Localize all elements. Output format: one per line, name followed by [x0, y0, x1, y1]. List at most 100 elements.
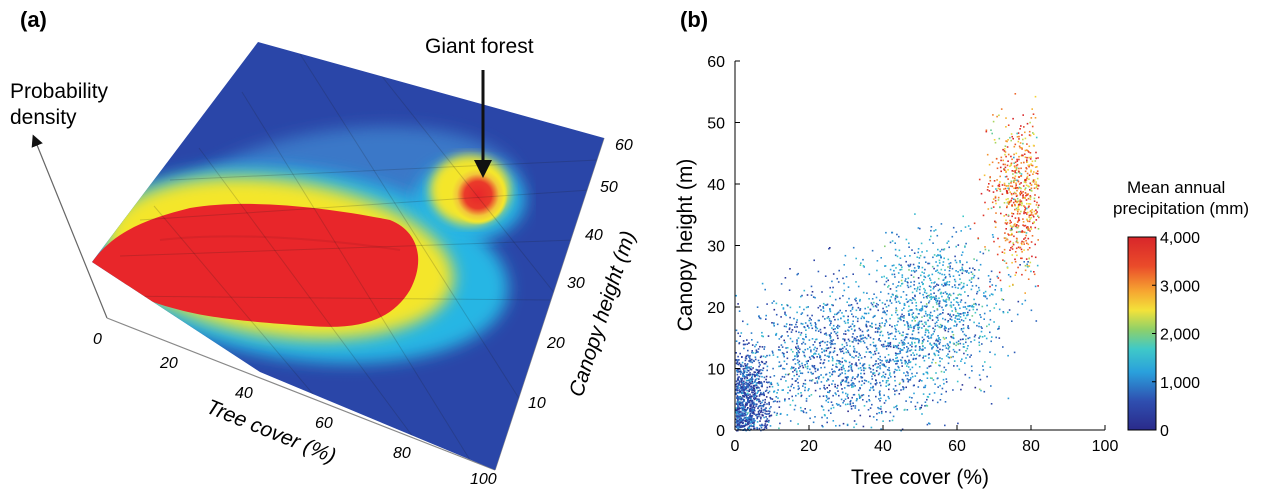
- scatter-point: [753, 421, 755, 423]
- scatter-point: [748, 418, 751, 420]
- scatter-point: [917, 227, 920, 229]
- scatter-point: [1006, 221, 1009, 224]
- scatter-point: [762, 405, 765, 408]
- scatter-point: [957, 340, 960, 342]
- scatter-point: [737, 403, 739, 406]
- scatter-point: [757, 386, 759, 388]
- scatter-point: [827, 316, 830, 318]
- scatter-point: [765, 425, 767, 427]
- scatter-point: [759, 364, 761, 366]
- scatter-point: [1010, 139, 1012, 142]
- scatter-point: [915, 301, 917, 304]
- scatter-point: [862, 399, 864, 401]
- scatter-point: [880, 257, 882, 259]
- scatter-point: [1014, 274, 1017, 276]
- scatter-point: [947, 320, 950, 322]
- scatter-point: [1032, 179, 1035, 181]
- scatter-point: [736, 411, 739, 414]
- scatter-point: [819, 362, 822, 364]
- scatter-point: [893, 372, 895, 374]
- scatter-point: [751, 358, 753, 361]
- scatter-point: [923, 279, 925, 281]
- scatter-point: [1017, 226, 1019, 229]
- scatter-point: [804, 355, 806, 358]
- scatter-point: [741, 397, 743, 399]
- scatter-point: [763, 348, 765, 350]
- scatter-point: [855, 309, 858, 312]
- scatter-point: [761, 335, 763, 337]
- scatter-point: [869, 382, 872, 385]
- scatter-point: [759, 400, 761, 403]
- scatter-point: [1015, 225, 1017, 227]
- scatter-point: [1022, 138, 1024, 141]
- scatter-point: [906, 378, 909, 380]
- scatter-point: [1002, 159, 1004, 162]
- scatter-point: [957, 301, 959, 304]
- scatter-point: [780, 344, 783, 346]
- scatter-point: [823, 350, 826, 353]
- scatter-point: [736, 424, 739, 426]
- scatter-point: [1003, 237, 1006, 239]
- scatter-point: [876, 382, 878, 384]
- scatter-point: [735, 409, 738, 412]
- scatter-point: [789, 323, 791, 326]
- scatter-point: [751, 399, 753, 402]
- scatter-point: [797, 361, 799, 364]
- scatter-point: [878, 327, 880, 330]
- scatter-point: [789, 420, 792, 422]
- scatter-point: [742, 394, 744, 397]
- scatter-point: [1030, 184, 1033, 186]
- scatter-point: [832, 286, 834, 289]
- scatter-point: [862, 394, 865, 396]
- scatter-point: [841, 343, 844, 346]
- colorbar-tick-label: 2,000: [1160, 327, 1200, 344]
- scatter-point: [766, 386, 769, 389]
- scatter-point: [879, 362, 882, 364]
- scatter-point: [1015, 195, 1018, 197]
- scatter-point: [998, 185, 1001, 188]
- scatter-point: [917, 251, 919, 254]
- scatter-point: [1018, 135, 1020, 138]
- scatter-point: [953, 325, 955, 327]
- scatter-point: [830, 401, 833, 403]
- scatter-point: [918, 320, 921, 323]
- scatter-point: [1020, 173, 1023, 175]
- scatter-point: [938, 262, 941, 264]
- scatter-point: [950, 315, 953, 318]
- scatter-point: [970, 354, 972, 356]
- scatter-point: [1007, 274, 1010, 276]
- scatter-point: [892, 358, 894, 361]
- scatter-point: [748, 366, 750, 368]
- scatter-point: [831, 340, 833, 343]
- scatter-point: [786, 347, 789, 349]
- scatter-point: [820, 309, 822, 311]
- scatter-point: [811, 338, 814, 340]
- scatter-point: [1025, 239, 1027, 242]
- scatter-point: [924, 268, 926, 271]
- annotation-giant-forest: Giant forest: [425, 35, 534, 58]
- scatter-point: [778, 365, 780, 368]
- scatter-point: [765, 396, 768, 398]
- scatter-point: [743, 372, 745, 374]
- scatter-point: [937, 277, 940, 280]
- scatter-point: [856, 302, 859, 305]
- scatter-point: [825, 395, 828, 397]
- scatter-point: [924, 334, 926, 336]
- scatter-point: [1023, 126, 1025, 128]
- scatter-point: [855, 355, 857, 357]
- scatter-point: [955, 301, 958, 303]
- scatter-point: [939, 341, 941, 344]
- scatter-point: [943, 273, 946, 276]
- scatter-point: [751, 391, 753, 394]
- scatter-point: [800, 395, 802, 398]
- scatter-point: [905, 294, 908, 296]
- scatter-point: [977, 237, 979, 239]
- scatter-point: [741, 385, 743, 388]
- scatter-point: [1014, 166, 1016, 169]
- scatter-point: [965, 341, 967, 344]
- scatter-point: [887, 344, 889, 347]
- scatter-point: [804, 408, 806, 410]
- scatter-point: [924, 386, 926, 389]
- scatter-point: [845, 348, 847, 350]
- scatter-point: [928, 313, 931, 316]
